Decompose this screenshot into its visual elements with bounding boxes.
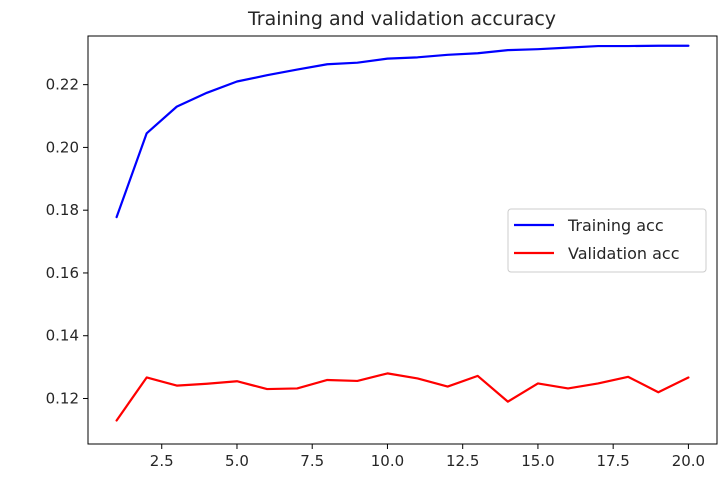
y-tick-label: 0.18 [46,201,79,219]
y-tick-label: 0.14 [46,327,79,345]
y-tick-label: 0.20 [46,138,79,156]
y-axis: 0.12 0.14 0.16 0.18 0.20 0.22 [46,76,88,407]
x-axis: 2.5 5.0 7.5 10.0 12.5 15.0 17.5 20.0 [150,444,705,470]
chart-title: Training and validation accuracy [247,8,556,30]
series-layer [115,44,690,422]
x-tick-label: 7.5 [300,452,324,470]
legend[interactable]: Training acc Validation acc [507,208,707,273]
y-tick-label: 0.12 [46,389,79,407]
x-tick-label: 20.0 [672,452,705,470]
training-acc-line [115,44,690,219]
legend-validation-label: Validation acc [568,244,680,263]
x-tick-label: 12.5 [446,452,479,470]
y-tick-label: 0.22 [46,76,79,94]
x-tick-label: 2.5 [150,452,174,470]
legend-box [507,208,707,273]
x-tick-label: 10.0 [371,452,404,470]
legend-training-label: Training acc [567,216,664,235]
x-tick-label: 17.5 [596,452,629,470]
validation-acc-line [115,372,690,422]
x-tick-label: 15.0 [521,452,554,470]
y-tick-label: 0.16 [46,264,79,282]
x-tick-label: 5.0 [225,452,249,470]
